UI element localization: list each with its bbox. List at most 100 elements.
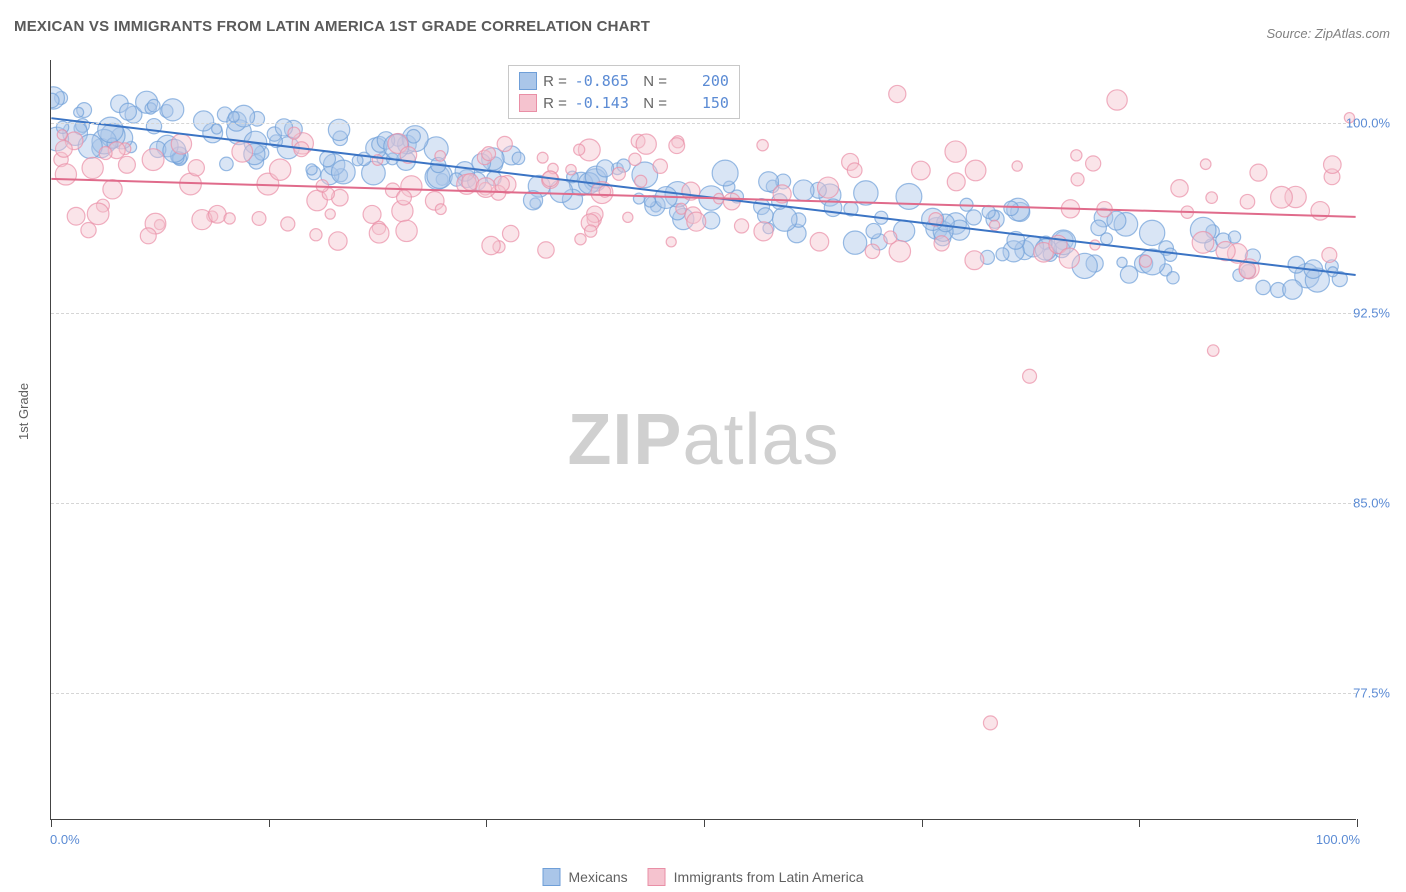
data-point [162,99,184,121]
data-point [140,228,156,244]
data-point [188,160,204,176]
x-tick-label: 0.0% [50,832,80,847]
data-point [1311,202,1330,221]
data-point [1091,220,1107,236]
data-point [585,225,597,237]
x-tick [51,819,52,827]
legend-swatch [648,868,666,886]
y-tick-label: 77.5% [1353,686,1390,701]
legend-row: R =-0.143 N =150 [519,92,729,114]
data-point [983,716,997,730]
data-point [269,159,290,180]
data-point [81,223,96,238]
data-point [635,175,647,187]
legend-swatch [543,868,561,886]
legend-n-label: N = [635,73,667,90]
data-point [1250,164,1267,181]
data-point [669,138,685,154]
plot-area: ZIPatlas R =-0.865 N =200R =-0.143 N =15… [50,60,1356,820]
data-point [497,136,512,151]
data-point [1012,161,1022,171]
legend-item: Mexicans [543,868,628,886]
data-point [965,251,984,270]
data-point [566,164,576,174]
data-point [612,167,625,180]
gridline [51,123,1356,124]
data-point [1059,248,1079,268]
data-point [1206,192,1218,204]
x-tick [1139,819,1140,827]
data-point [103,180,122,199]
data-point [1086,156,1101,171]
data-point [232,141,253,162]
data-point [98,117,123,142]
data-point [754,222,773,241]
data-point [636,134,656,154]
data-point [171,134,191,154]
data-point [1256,280,1270,294]
data-point [252,212,266,226]
data-point [306,164,317,175]
legend-label: Immigrants from Latin America [674,869,864,885]
data-point [633,193,644,204]
data-point [147,99,160,112]
data-point [1192,232,1214,254]
data-point [363,205,381,223]
legend-r-label: R = [543,73,567,90]
data-point [810,232,829,251]
gridline [51,503,1356,504]
gridline [51,313,1356,314]
data-point [884,231,897,244]
data-point [574,144,585,155]
legend-r-label: R = [543,95,567,112]
data-point [1239,262,1255,278]
data-point [396,220,417,241]
data-point [945,141,966,162]
data-point [1140,255,1152,267]
data-point [99,147,112,160]
legend-swatch [519,94,537,112]
data-point [982,205,995,218]
data-point [320,151,336,167]
y-tick-label: 92.5% [1353,306,1390,321]
data-point [1322,247,1337,262]
data-point [889,85,906,102]
data-point [1107,90,1127,110]
legend-label: Mexicans [569,869,628,885]
data-point [224,213,235,224]
data-point [1228,231,1240,243]
legend-correlation: R =-0.865 N =200R =-0.143 N =150 [508,65,740,119]
data-point [865,244,880,259]
data-point [142,149,164,171]
data-point [288,127,300,139]
data-point [310,229,322,241]
data-point [120,103,137,120]
legend-swatch [519,72,537,90]
data-point [329,232,347,250]
legend-n-label: N = [635,95,667,112]
data-point [325,209,335,219]
data-point [67,207,85,225]
y-axis-label: 1st Grade [16,383,31,440]
data-point [220,157,234,171]
data-point [476,178,496,198]
trend-line [51,179,1355,217]
legend-r-value: -0.865 [573,72,629,90]
data-point [1207,345,1219,357]
data-point [996,248,1009,261]
data-point [793,180,814,201]
data-point [847,163,862,178]
data-point [57,130,67,140]
gridline [51,693,1356,694]
data-point [734,219,748,233]
data-point [1271,186,1293,208]
data-point [229,111,240,122]
data-point [687,212,706,231]
data-point [623,212,633,222]
data-point [773,207,798,232]
data-point [55,164,76,185]
data-point [435,151,446,162]
data-point [407,130,421,144]
x-tick [704,819,705,827]
data-point [194,111,214,131]
